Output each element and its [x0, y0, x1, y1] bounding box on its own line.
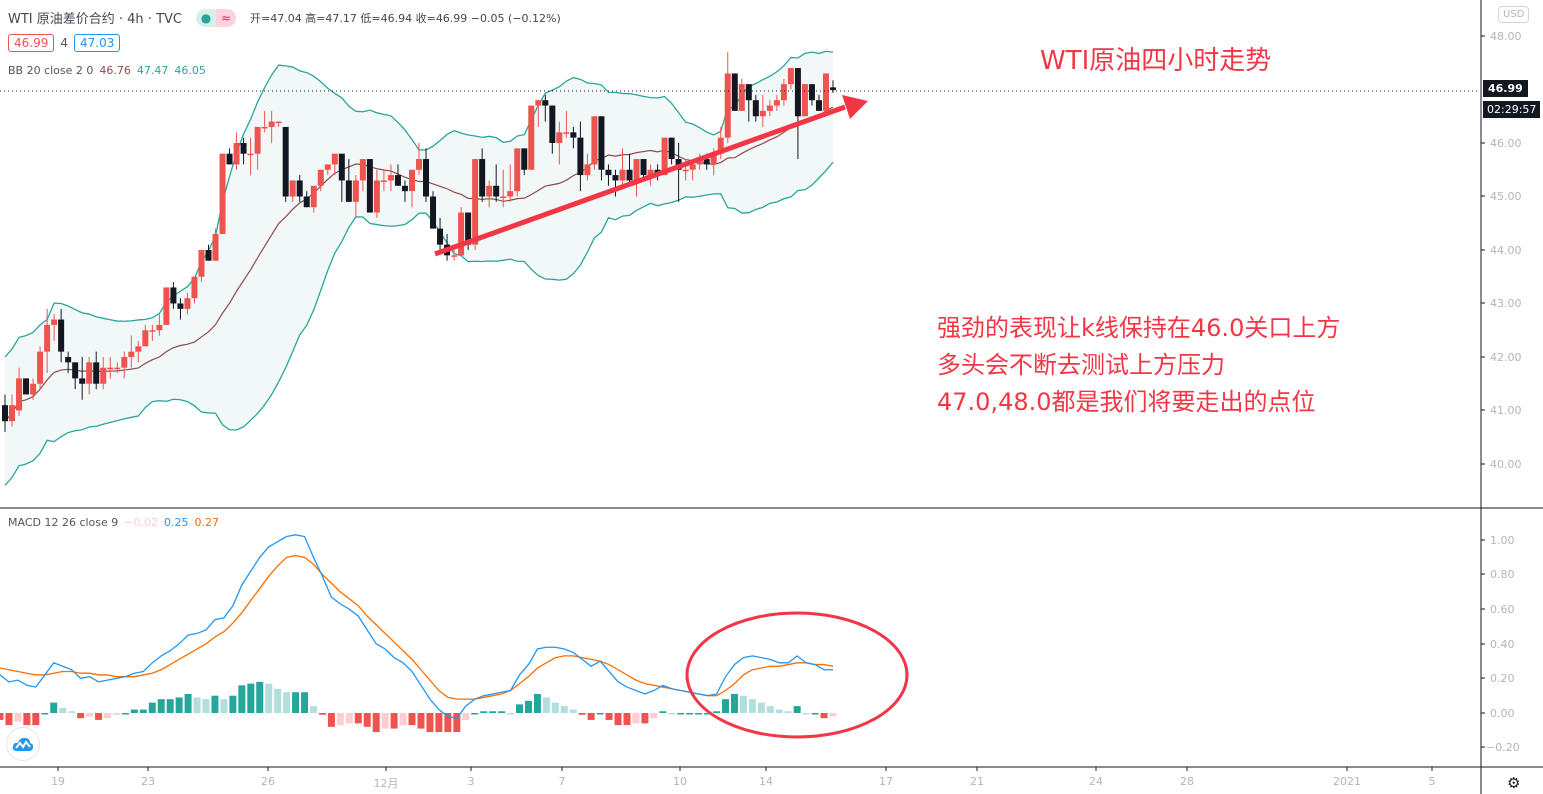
candlestick-series [2, 52, 836, 432]
last-price-label: 46.99 [1483, 80, 1528, 97]
time-tick: 3 [467, 775, 475, 788]
macd-tick: 0.20 [1490, 672, 1515, 685]
annotation-line[interactable]: 强劲的表现让k线保持在46.0关口上方 [937, 314, 1341, 342]
market-open-icon: ● [195, 8, 216, 27]
sell-price-button[interactable]: 46.99 [8, 34, 55, 52]
tradingview-logo[interactable] [6, 727, 40, 761]
time-tick: 2021 [1333, 775, 1361, 788]
bb-label: BB 20 close 2 0 [8, 64, 94, 77]
time-tick: 5 [1428, 775, 1436, 788]
macd-label: MACD 12 26 close 9 [8, 516, 119, 529]
buy-price-button[interactable]: 47.03 [74, 34, 121, 52]
time-tick: 26 [261, 775, 275, 788]
bb-upper-value: 47.47 [136, 64, 169, 77]
macd-tick: 1.00 [1490, 534, 1515, 547]
annotation-line[interactable]: 47.0,48.0都是我们将要走出的点位 [937, 388, 1316, 416]
time-tick: 28 [1180, 775, 1194, 788]
macd-hist-value: −0.02 [124, 516, 159, 529]
macd-tick: 0.00 [1490, 707, 1515, 720]
ohlc-values: 开=47.04 高=47.17 低=46.94 收=46.99 −0.05 (−… [249, 11, 561, 25]
bar-countdown-label: 02:29:57 [1483, 101, 1541, 118]
time-tick: 21 [970, 775, 984, 788]
price-tick: 48.00 [1490, 30, 1522, 43]
bb-lower-value: 46.05 [174, 64, 206, 77]
bollinger-bands [4, 50, 834, 486]
price-tick: 46.00 [1490, 137, 1522, 150]
symbol-legend: WTI 原油差价合约 · 4h · TVC ● ≈ 开=47.04 高=47.1… [8, 8, 561, 27]
price-tick: 43.00 [1490, 297, 1522, 310]
bb-basis-value: 46.76 [99, 64, 131, 77]
macd-pane [0, 534, 837, 733]
price-tick: 44.00 [1490, 244, 1522, 257]
cloud-chart-icon [12, 737, 34, 751]
drawings-layer [0, 90, 1480, 739]
bb-legend[interactable]: BB 20 close 2 0 46.76 47.47 46.05 [8, 64, 206, 77]
time-tick: 24 [1089, 775, 1103, 788]
macd-legend[interactable]: MACD 12 26 close 9 −0.02 0.25 0.27 [8, 516, 219, 529]
time-tick: 10 [673, 775, 687, 788]
bid-ask-row: 46.99 4 47.03 [8, 34, 121, 52]
market-status-pill[interactable]: ● ≈ [195, 8, 236, 27]
macd-tick: 0.40 [1490, 638, 1515, 651]
time-tick: 14 [759, 775, 773, 788]
macd-tick: −0.20 [1486, 741, 1520, 754]
macd-line-value: 0.25 [164, 516, 189, 529]
macd-tick: 0.80 [1490, 568, 1515, 581]
macd-signal-value: 0.27 [194, 516, 220, 529]
symbol-title[interactable]: WTI 原油差价合约 · 4h · TVC [8, 12, 182, 27]
time-tick: 23 [141, 775, 155, 788]
time-tick: 17 [879, 775, 893, 788]
time-tick: 7 [558, 775, 566, 788]
time-tick: 19 [51, 775, 65, 788]
currency-button[interactable]: USD [1498, 6, 1530, 23]
settings-gear-icon[interactable]: ⚙ [1507, 774, 1521, 792]
spread-value: 4 [60, 36, 68, 50]
price-tick: 40.00 [1490, 458, 1522, 471]
price-tick: 45.00 [1490, 190, 1522, 203]
price-tick: 41.00 [1490, 404, 1522, 417]
time-tick: 12月 [373, 777, 399, 790]
annotation-line[interactable]: 多头会不断去测试上方压力 [937, 351, 1225, 379]
price-tick: 42.00 [1490, 351, 1522, 364]
delayed-data-icon: ≈ [215, 8, 236, 27]
annotation-title[interactable]: WTI原油四小时走势 [1040, 46, 1272, 76]
macd-tick: 0.60 [1490, 603, 1515, 616]
